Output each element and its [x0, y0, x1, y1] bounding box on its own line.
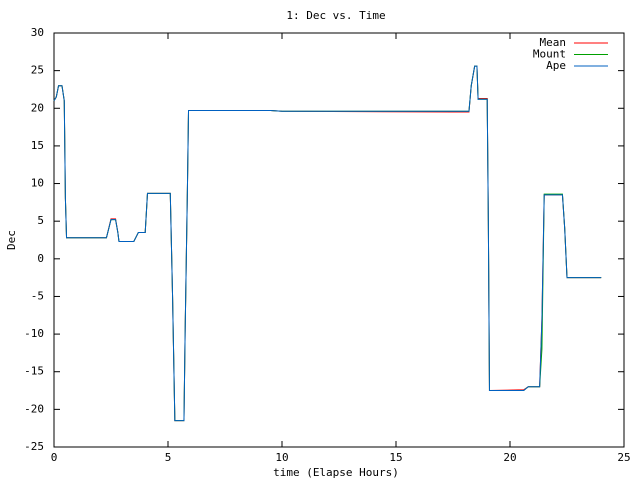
y-tick-label: 25	[31, 64, 44, 77]
y-tick-label: -20	[24, 402, 44, 415]
series-line	[53, 65, 602, 422]
y-tick-label: 10	[31, 177, 44, 190]
plot-frame	[53, 32, 625, 448]
legend-label: Mount	[533, 48, 566, 61]
y-tick-label: -25	[24, 440, 44, 453]
legend-label: Ape	[546, 59, 566, 72]
y-tick-label: 20	[31, 101, 44, 114]
y-tick-label: 15	[31, 139, 44, 152]
y-tick-label: 30	[31, 26, 44, 39]
x-tick-label: 0	[51, 451, 58, 464]
y-tick-label: -5	[31, 289, 44, 302]
x-tick-label: 20	[503, 451, 516, 464]
y-tick-label: -15	[24, 365, 44, 378]
y-tick-label: 5	[37, 214, 44, 227]
x-tick-label: 10	[275, 451, 288, 464]
x-tick-label: 15	[389, 451, 402, 464]
y-axis-label: Dec	[5, 230, 18, 250]
x-tick-label: 25	[617, 451, 630, 464]
y-tick-label: -10	[24, 327, 44, 340]
x-axis-label: time (Elapse Hours)	[273, 466, 399, 479]
chart-title: 1: Dec vs. Time	[286, 9, 385, 22]
x-tick-label: 5	[165, 451, 172, 464]
y-tick-label: 0	[37, 252, 44, 265]
legend-label: Mean	[540, 36, 567, 49]
